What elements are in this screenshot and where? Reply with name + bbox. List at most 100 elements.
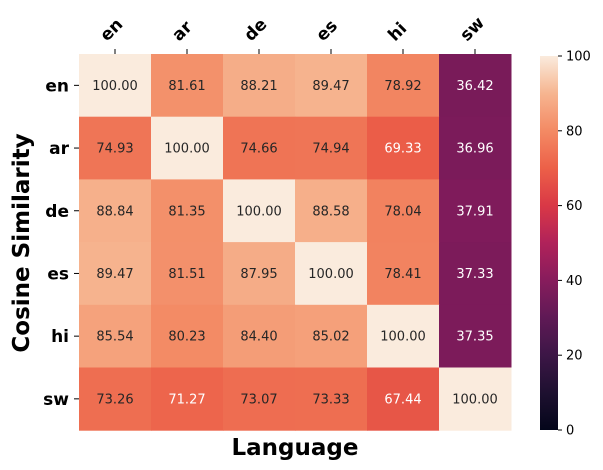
heatmap-cell bbox=[367, 367, 440, 431]
y-tick-label: hi bbox=[51, 327, 69, 347]
heatmap-cell bbox=[151, 116, 224, 180]
y-tick-label: de bbox=[45, 202, 69, 222]
cell-value-label: 36.96 bbox=[456, 142, 493, 157]
x-tick-label: es bbox=[312, 16, 341, 45]
cell-value-label: 74.66 bbox=[240, 142, 277, 157]
cell-value-label: 37.33 bbox=[456, 267, 493, 282]
x-tick-label: ar bbox=[168, 17, 197, 46]
colorbar: 0 20 40 60 80 100 bbox=[540, 50, 591, 439]
x-tick-labels: en ar de es hi sw bbox=[96, 13, 489, 54]
heatmap-cell bbox=[295, 54, 368, 118]
heatmap-cell bbox=[223, 367, 296, 431]
heatmap-cell bbox=[295, 304, 368, 368]
cell-value-label: 73.33 bbox=[312, 392, 349, 407]
heatmap-cell bbox=[223, 179, 296, 243]
heatmap-cell bbox=[439, 304, 512, 368]
cell-value-label: 37.91 bbox=[456, 204, 493, 219]
cell-value-label: 87.95 bbox=[240, 267, 277, 282]
cell-value-label: 81.61 bbox=[168, 79, 205, 94]
cell-value-label: 85.02 bbox=[312, 330, 349, 345]
cell-value-label: 100.00 bbox=[308, 267, 354, 282]
cell-value-label: 74.93 bbox=[96, 142, 133, 157]
x-tick-label: sw bbox=[456, 13, 489, 46]
colorbar-ticks: 0 20 40 60 80 100 bbox=[558, 50, 591, 439]
heatmap-cell bbox=[367, 179, 440, 243]
heatmap-cell bbox=[295, 179, 368, 243]
heatmap-cell bbox=[367, 304, 440, 368]
heatmap-cell bbox=[151, 242, 224, 306]
heatmap-cell bbox=[223, 242, 296, 306]
cell-value-label: 89.47 bbox=[312, 79, 349, 94]
cell-value-label: 81.35 bbox=[168, 204, 205, 219]
cell-value-label: 84.40 bbox=[240, 330, 277, 345]
colorbar-tick-label: 0 bbox=[566, 424, 574, 439]
colorbar-tick-label: 20 bbox=[566, 349, 583, 364]
heatmap-cell bbox=[79, 116, 152, 180]
heatmap-cell bbox=[223, 116, 296, 180]
cell-value-label: 100.00 bbox=[92, 79, 138, 94]
heatmap-cells bbox=[79, 54, 512, 431]
heatmap-cell bbox=[223, 304, 296, 368]
heatmap-cell bbox=[151, 367, 224, 431]
cell-value-label: 73.26 bbox=[96, 392, 133, 407]
cell-value-label: 37.35 bbox=[456, 330, 493, 345]
cell-value-label: 69.33 bbox=[384, 142, 421, 157]
cell-value-label: 71.27 bbox=[168, 392, 205, 407]
colorbar-tick-label: 60 bbox=[566, 199, 583, 214]
cell-value-label: 74.94 bbox=[312, 142, 349, 157]
heatmap-cell bbox=[151, 179, 224, 243]
heatmap-cell bbox=[79, 242, 152, 306]
y-tick-label: ar bbox=[49, 139, 69, 159]
cell-value-label: 80.23 bbox=[168, 330, 205, 345]
y-tick-label: sw bbox=[43, 390, 69, 410]
cell-value-label: 88.21 bbox=[240, 79, 277, 94]
heatmap-cell bbox=[439, 54, 512, 118]
x-tick-label: en bbox=[96, 15, 127, 46]
cell-value-label: 67.44 bbox=[384, 392, 421, 407]
cell-value-label: 78.92 bbox=[384, 79, 421, 94]
y-tick-label: es bbox=[47, 264, 69, 284]
cell-value-label: 78.04 bbox=[384, 204, 421, 219]
heatmap-cell bbox=[151, 304, 224, 368]
heatmap-cell bbox=[439, 242, 512, 306]
cell-value-label: 85.54 bbox=[96, 330, 133, 345]
cell-value-label: 100.00 bbox=[236, 204, 282, 219]
cell-value-label: 89.47 bbox=[96, 267, 133, 282]
x-tick-label: de bbox=[240, 15, 271, 46]
cell-value-label: 78.41 bbox=[384, 267, 421, 282]
heatmap-cell bbox=[79, 304, 152, 368]
cell-value-label: 100.00 bbox=[452, 392, 498, 407]
colorbar-tick-label: 80 bbox=[566, 124, 583, 139]
cell-value-label: 73.07 bbox=[240, 392, 277, 407]
heatmap-cell bbox=[79, 179, 152, 243]
x-tick-label: hi bbox=[384, 19, 411, 46]
colorbar-gradient bbox=[540, 56, 558, 430]
cell-value-label: 100.00 bbox=[164, 142, 210, 157]
heatmap-cell bbox=[79, 367, 152, 431]
heatmap-cell bbox=[439, 367, 512, 431]
heatmap-cell bbox=[79, 54, 152, 118]
cell-value-label: 36.42 bbox=[456, 79, 493, 94]
colorbar-tick-label: 40 bbox=[566, 274, 583, 289]
y-tick-labels: en ar de es hi sw bbox=[43, 76, 79, 410]
heatmap-cell bbox=[367, 116, 440, 180]
heatmap-cell bbox=[439, 179, 512, 243]
heatmap-cell bbox=[295, 242, 368, 306]
cell-value-label: 88.58 bbox=[312, 204, 349, 219]
heatmap-cell bbox=[295, 116, 368, 180]
heatmap-cell bbox=[223, 54, 296, 118]
cell-value-label: 88.84 bbox=[96, 204, 133, 219]
colorbar-tick-label: 100 bbox=[566, 50, 591, 65]
x-axis-label: Language bbox=[232, 435, 359, 461]
heatmap-cell bbox=[151, 54, 224, 118]
cell-value-label: 100.00 bbox=[380, 330, 426, 345]
heatmap-cell bbox=[367, 242, 440, 306]
heatmap-cell bbox=[439, 116, 512, 180]
heatmap-cell-labels: 100.00 81.61 88.21 89.47 78.92 36.42 74.93 100.… bbox=[92, 79, 498, 408]
cell-value-label: 81.51 bbox=[168, 267, 205, 282]
y-tick-label: en bbox=[45, 76, 69, 96]
y-axis-label: Cosine Similarity bbox=[9, 133, 35, 352]
heatmap-cell bbox=[367, 54, 440, 118]
heatmap-cell bbox=[295, 367, 368, 431]
